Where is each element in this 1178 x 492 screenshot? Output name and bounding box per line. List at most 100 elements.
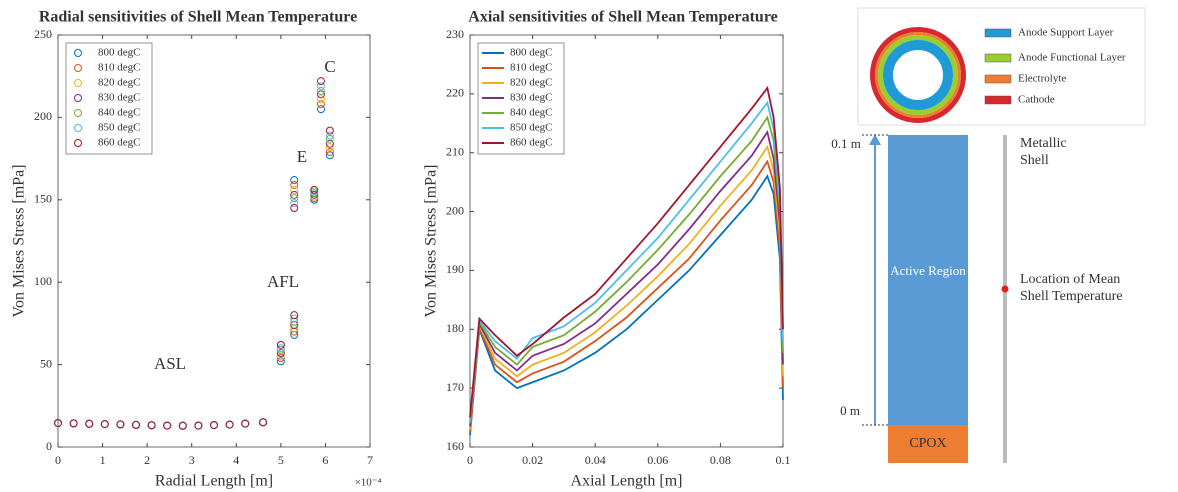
series-line: [469, 115, 784, 424]
legend-label: 860 degC: [510, 137, 552, 149]
legend-marker: [74, 139, 82, 147]
x-tick-label: 1: [100, 453, 106, 467]
point: [310, 185, 319, 194]
y-tick-label: 250: [34, 27, 52, 41]
point: [69, 419, 78, 428]
legend-label: 810 degC: [510, 62, 552, 74]
x-multiplier: ×10⁻⁴: [355, 477, 382, 489]
x-tick-label: 7: [367, 453, 373, 467]
point: [316, 77, 325, 86]
mean-temp-dot: [1001, 285, 1009, 293]
point: [132, 420, 140, 429]
point: [316, 95, 325, 104]
point: [85, 419, 94, 428]
cpox-region: [888, 425, 968, 463]
point: [259, 418, 268, 427]
legend-marker: [74, 79, 82, 87]
x-tick-label: 5: [278, 453, 284, 467]
point: [325, 151, 334, 160]
point: [241, 419, 250, 428]
ring-layer: [883, 40, 953, 110]
point: [316, 90, 325, 99]
layer-label: Cathode: [1018, 94, 1055, 106]
y-tick-label: 200: [34, 109, 52, 123]
point: [325, 134, 334, 143]
point: [290, 194, 299, 203]
annotation: AFL: [267, 272, 299, 291]
legend-marker: [74, 109, 82, 117]
x-tick-label: 0.04: [585, 453, 606, 467]
point: [276, 349, 285, 358]
point: [325, 126, 334, 135]
legend-label: 840 degC: [510, 107, 552, 119]
point: [210, 421, 218, 430]
y-tick-label: 180: [446, 321, 464, 335]
legend-marker: [74, 124, 82, 132]
plot-frame: [57, 34, 371, 448]
x-tick-label: 0: [467, 453, 473, 467]
point: [194, 421, 203, 430]
y-tick-label: 160: [446, 439, 464, 453]
y-axis-label: Von Mises Stress [mPa]: [11, 164, 28, 317]
active-region-label: Active Region: [890, 263, 966, 278]
legend-label: 860 degC: [98, 137, 140, 149]
layer-label: Anode Functional Layer: [1018, 52, 1126, 64]
ring-layer: [875, 32, 961, 118]
chart-title: Radial sensitivities of Shell Mean Tempe…: [39, 9, 357, 26]
x-tick-label: 0.08: [710, 453, 731, 467]
layer-label: Anode Support Layer: [1018, 27, 1114, 39]
y-axis-label: Von Mises Stress [mPa]: [423, 164, 440, 317]
mean-temp-label: Location of Mean Shell Temperature: [1020, 272, 1123, 304]
point: [290, 311, 299, 320]
legend-label: 820 degC: [510, 77, 552, 89]
series-line: [469, 144, 784, 430]
ring-layer: [878, 35, 958, 115]
y-tick-label: 170: [446, 380, 464, 394]
legend-label: 830 degC: [510, 92, 552, 104]
bottom-label: 0 m: [840, 403, 860, 418]
series-line: [469, 174, 784, 436]
x-tick-label: 0.02: [522, 453, 543, 467]
chart-title: Axial sensitivities of Shell Mean Temper…: [468, 9, 777, 26]
y-tick-label: 100: [34, 274, 52, 288]
annotation: E: [297, 147, 307, 166]
series-line: [469, 100, 784, 421]
x-tick-label: 2: [144, 453, 150, 467]
point: [225, 420, 234, 429]
top-label: 0.1 m: [831, 136, 861, 151]
layer-swatch: [984, 95, 1012, 105]
point: [290, 180, 299, 189]
y-tick-label: 190: [446, 262, 464, 276]
ring-layer: [870, 27, 966, 123]
point: [290, 199, 299, 208]
x-tick-label: 0: [55, 453, 61, 467]
point: [54, 419, 62, 428]
legend-label: 840 degC: [98, 107, 140, 119]
legend-marker: [74, 49, 82, 57]
plot-frame: [469, 34, 784, 448]
point: [290, 314, 299, 323]
arrow-head: [869, 134, 881, 145]
point: [178, 421, 187, 430]
layer-swatch: [984, 53, 1012, 63]
cpox-label: CPOX: [909, 436, 946, 451]
x-tick-label: 0.06: [647, 453, 668, 467]
legend-label: 850 degC: [510, 122, 552, 134]
x-tick-label: 0.1: [776, 453, 791, 467]
annotation: C: [324, 57, 335, 76]
shell-label: Metallic Shell: [1020, 136, 1067, 168]
point: [290, 204, 299, 213]
y-tick-label: 210: [446, 144, 464, 158]
point: [147, 421, 156, 430]
y-tick-label: 200: [446, 203, 464, 217]
x-tick-label: 4: [233, 453, 239, 467]
x-tick-label: 3: [189, 453, 195, 467]
y-tick-label: 50: [40, 356, 52, 370]
point: [325, 148, 334, 157]
legend-label: 800 degC: [510, 47, 552, 59]
legend-label: 830 degC: [98, 92, 140, 104]
y-tick-label: 0: [46, 439, 52, 453]
point: [100, 420, 109, 429]
